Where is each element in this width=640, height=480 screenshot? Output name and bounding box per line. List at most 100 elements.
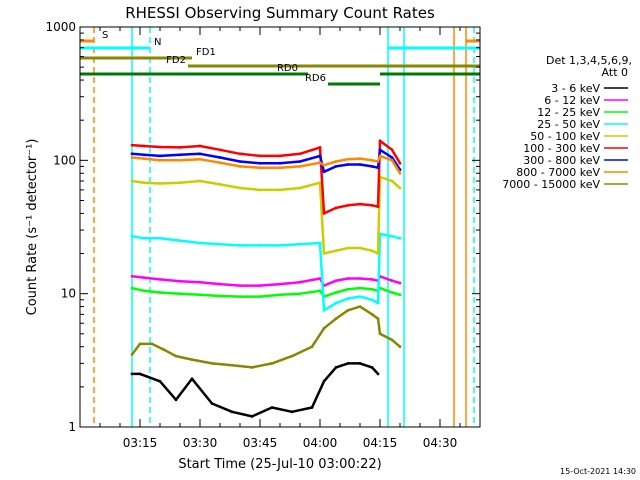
legend-label-100-300-kev: 100 - 300 keV [523,142,600,155]
legend-subtitle: Att 0 [602,66,628,79]
data-point-6-12-kev-2 [158,278,162,281]
data-point-25-50-kev-1 [142,236,146,240]
data-point-50-100-kev-18 [390,179,394,183]
data-point-7000-15000-kev-5 [190,358,194,361]
data-point-3-6-kev-1 [138,372,142,376]
data-point-3-6-kev-8 [270,406,274,409]
data-point-100-300-kev-19 [398,161,402,165]
data-point-7000-15000-kev-8 [250,366,254,369]
data-point-25-50-kev-19 [398,236,402,240]
data-point-100-300-kev-10 [318,146,322,149]
data-point-300-800-kev-1 [142,153,146,157]
data-point-25-50-kev-15 [370,298,374,302]
x-tick-label: 04:30 [423,436,458,450]
data-point-7000-15000-kev-1 [138,342,142,346]
data-point-6-12-kev-10 [318,277,322,280]
data-point-3-6-kev-13 [346,362,350,365]
data-point-300-800-kev-18 [390,156,394,159]
data-point-25-50-kev-6 [238,244,242,247]
data-point-50-100-kev-4 [198,179,202,183]
data-point-7000-15000-kev-7 [230,363,234,367]
data-point-7000-15000-kev-9 [270,362,274,365]
data-point-800-7000-kev-9 [298,165,302,168]
data-point-12-25-kev-0 [130,286,134,290]
data-point-50-100-kev-2 [158,182,162,185]
data-point-7000-15000-kev-10 [290,354,294,358]
data-point-7000-15000-kev-2 [150,342,154,346]
legend-label-7000-15000-kev: 7000 - 15000 keV [502,178,600,191]
data-point-50-100-kev-5 [218,183,222,186]
x-tick-label: 03:45 [243,436,278,450]
data-point-7000-15000-kev-17 [376,317,380,320]
x-tick-label: 03:30 [183,436,218,450]
axes: 03:15 03:30 03:45 04:00 04:15 04:30 1 10 100 1000 [45,20,481,450]
data-point-25-50-kev-18 [390,234,394,238]
data-point-3-6-kev-3 [174,398,178,402]
data-point-300-800-kev-8 [278,161,282,165]
x-tick-label: 04:00 [303,436,338,450]
data-point-7000-15000-kev-20 [398,345,402,349]
data-point-800-7000-kev-12 [334,160,338,163]
flag-label-rd0: RD0 [277,63,298,74]
data-point-25-50-kev-8 [278,244,282,247]
data-point-6-12-kev-3 [178,279,182,283]
data-point-800-7000-kev-14 [358,157,362,161]
data-point-6-12-kev-9 [298,280,302,284]
legend-label-25-50-kev: 25 - 50 keV [537,118,600,131]
data-point-7000-15000-kev-15 [358,305,362,308]
legend-label-800-7000-kev: 800 - 7000 keV [516,166,600,179]
data-point-3-6-kev-6 [230,410,234,414]
data-point-12-25-kev-9 [298,292,302,296]
data-point-300-800-kev-5 [218,156,222,159]
data-point-800-7000-kev-0 [130,156,134,159]
data-point-3-6-kev-14 [358,362,362,365]
data-point-6-12-kev-13 [346,277,350,280]
data-point-100-300-kev-5 [218,148,222,152]
data-point-100-300-kev-14 [358,202,362,206]
data-point-800-7000-kev-11 [322,163,326,167]
data-point-100-300-kev-18 [390,148,394,152]
data-point-100-300-kev-2 [158,145,162,149]
data-point-800-7000-kev-10 [318,161,322,165]
data-point-6-12-kev-0 [130,274,134,278]
data-point-3-6-kev-15 [370,366,374,369]
y-tick-label: 100 [53,153,76,167]
data-point-800-7000-kev-19 [398,171,402,175]
legend-title: Det 1,3,4,5,6,9, [546,54,632,67]
legend-label-6-12-kev: 6 - 12 keV [544,94,600,107]
data-point-800-7000-kev-3 [178,158,182,162]
x-axis-label: Start Time (25-Jul-10 03:00:22) [178,457,381,472]
data-point-300-800-kev-4 [198,152,202,156]
legend-label-300-800-kev: 300 - 800 keV [523,154,600,167]
data-point-50-100-kev-3 [178,181,182,185]
data-point-6-12-kev-19 [398,281,402,285]
data-point-300-800-kev-2 [158,154,162,158]
data-point-100-300-kev-8 [278,154,282,158]
data-point-300-800-kev-17 [378,148,382,152]
y-axis-label: Count Rate (s⁻¹ detector⁻¹) [25,139,40,316]
data-point-300-800-kev-10 [318,154,322,158]
data-point-3-6-kev-9 [290,410,294,414]
data-point-12-25-kev-4 [198,293,202,297]
data-point-800-7000-kev-7 [258,166,262,170]
data-point-25-50-kev-7 [258,244,262,247]
flag-label-fd1: FD1 [196,47,216,58]
data-point-6-12-kev-15 [370,278,374,281]
data-point-6-12-kev-12 [334,279,338,283]
data-point-3-6-kev-16 [376,372,380,376]
data-point-50-100-kev-1 [142,181,146,185]
data-point-12-25-kev-2 [158,291,162,294]
data-point-300-800-kev-0 [130,152,134,156]
legend-label-50-100-kev: 50 - 100 keV [530,130,600,143]
data-point-3-6-kev-12 [334,366,338,369]
data-point-7000-15000-kev-18 [378,332,382,336]
data-point-7000-15000-kev-3 [162,348,166,352]
data-point-50-100-kev-13 [346,246,350,250]
data-point-100-300-kev-13 [346,203,350,207]
data-point-50-100-kev-12 [334,249,338,253]
data-point-6-12-kev-18 [390,279,394,283]
vertical-markers [93,27,475,427]
data-point-50-100-kev-8 [278,188,282,192]
data-point-6-12-kev-14 [358,277,362,280]
